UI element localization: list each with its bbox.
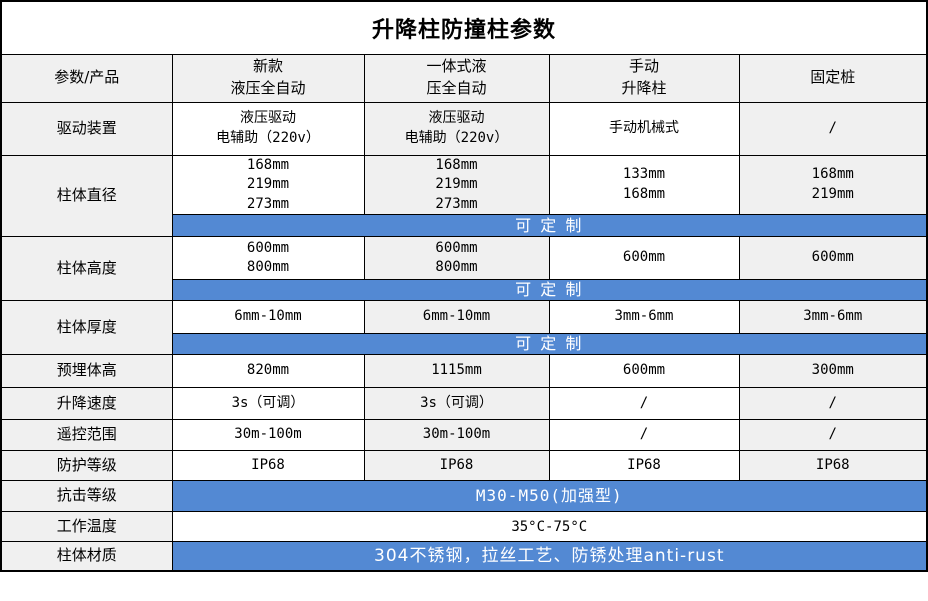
cell-speed-manual: / (548, 387, 740, 421)
cell-remote-integrated: 30m-100m (363, 419, 550, 452)
cell-drive-new: 液压驱动 电辅助（220v） (171, 101, 365, 156)
row-column-thickness: 柱体厚度 6mm-10mm 6mm-10mm 3mm-6mm 3mm-6mm (0, 300, 928, 356)
row-label-protection-rating: 防护等级 (0, 450, 173, 482)
row-label-working-temperature: 工作温度 (0, 511, 173, 543)
customizable-banner-height: 可 定 制 (171, 279, 928, 302)
cell-embedded-fixed: 300mm (738, 354, 928, 389)
row-lift-speed: 升降速度 3s（可调） 3s（可调） / / (0, 387, 928, 421)
cell-thickness-new: 6mm-10mm (171, 300, 365, 335)
row-label-column-diameter: 柱体直径 (0, 154, 173, 238)
row-label-impact-rating: 抗击等级 (0, 480, 173, 513)
row-drive-device: 驱动装置 液压驱动 电辅助（220v） 液压驱动 电辅助（220v） 手动机械式… (0, 101, 928, 156)
cell-thickness-manual: 3mm-6mm (548, 300, 740, 335)
cell-height-new: 600mm 800mm (171, 236, 365, 281)
cell-drive-manual: 手动机械式 (548, 101, 740, 156)
header-row: 参数/产品 新款 液压全自动 一体式液 压全自动 手动 升降柱 固定桩 (0, 53, 928, 103)
cell-remote-new: 30m-100m (171, 419, 365, 452)
row-working-temperature: 工作温度 35°C-75°C (0, 511, 928, 543)
row-column-diameter: 柱体直径 168mm 219mm 273mm 168mm 219mm 273mm… (0, 154, 928, 238)
cell-speed-integrated: 3s（可调） (363, 387, 550, 421)
cell-thickness-fixed: 3mm-6mm (738, 300, 928, 335)
impact-rating-banner: M30-M50(加强型) (171, 480, 928, 513)
column-header-params-product: 参数/产品 (0, 53, 173, 103)
cell-height-fixed: 600mm (738, 236, 928, 281)
cell-diameter-integrated: 168mm 219mm 273mm (363, 154, 550, 216)
material-banner: 304不锈钢，拉丝工艺、防锈处理anti-rust (171, 541, 928, 572)
cell-embedded-integrated: 1115mm (363, 354, 550, 389)
working-temperature-value: 35°C-75°C (171, 511, 928, 543)
cell-diameter-new: 168mm 219mm 273mm (171, 154, 365, 216)
cell-diameter-fixed: 168mm 219mm (738, 154, 928, 216)
row-label-column-height: 柱体高度 (0, 236, 173, 302)
row-label-lift-speed: 升降速度 (0, 387, 173, 421)
cell-embedded-new: 820mm (171, 354, 365, 389)
cell-speed-fixed: / (738, 387, 928, 421)
cell-drive-integrated: 液压驱动 电辅助（220v） (363, 101, 550, 156)
customizable-banner-thickness: 可 定 制 (171, 333, 928, 356)
page-title: 升降柱防撞柱参数 (0, 0, 928, 55)
cell-protection-new: IP68 (171, 450, 365, 482)
cell-height-integrated: 600mm 800mm (363, 236, 550, 281)
column-header-fixed-pile: 固定桩 (738, 53, 928, 103)
row-embedded-height: 预埋体高 820mm 1115mm 600mm 300mm (0, 354, 928, 389)
column-header-manual-bollard: 手动 升降柱 (548, 53, 740, 103)
row-protection-rating: 防护等级 IP68 IP68 IP68 IP68 (0, 450, 928, 482)
cell-diameter-manual: 133mm 168mm (548, 154, 740, 216)
cell-height-manual: 600mm (548, 236, 740, 281)
cell-protection-fixed: IP68 (738, 450, 928, 482)
customizable-banner-diameter: 可 定 制 (171, 214, 928, 238)
bollard-spec-table: 升降柱防撞柱参数 参数/产品 新款 液压全自动 一体式液 压全自动 手动 升降柱… (0, 0, 928, 572)
row-height-customizable: 可 定 制 (1, 279, 928, 302)
row-column-height: 柱体高度 600mm 800mm 600mm 800mm 600mm 600mm (0, 236, 928, 302)
row-diameter-customizable: 可 定 制 (1, 214, 928, 238)
row-label-column-material: 柱体材质 (0, 541, 173, 572)
row-column-material: 柱体材质 304不锈钢，拉丝工艺、防锈处理anti-rust (0, 541, 928, 572)
row-label-drive-device: 驱动装置 (0, 101, 173, 156)
row-label-column-thickness: 柱体厚度 (0, 300, 173, 356)
cell-remote-manual: / (548, 419, 740, 452)
cell-protection-manual: IP68 (548, 450, 740, 482)
cell-protection-integrated: IP68 (363, 450, 550, 482)
row-remote-range: 遥控范围 30m-100m 30m-100m / / (0, 419, 928, 452)
row-impact-rating: 抗击等级 M30-M50(加强型) (0, 480, 928, 513)
column-header-integrated-hydraulic-auto: 一体式液 压全自动 (363, 53, 550, 103)
cell-speed-new: 3s（可调） (171, 387, 365, 421)
row-label-remote-range: 遥控范围 (0, 419, 173, 452)
cell-thickness-integrated: 6mm-10mm (363, 300, 550, 335)
cell-remote-fixed: / (738, 419, 928, 452)
row-label-embedded-height: 预埋体高 (0, 354, 173, 389)
cell-embedded-manual: 600mm (548, 354, 740, 389)
column-header-new-hydraulic-auto: 新款 液压全自动 (171, 53, 365, 103)
cell-drive-fixed: / (738, 101, 928, 156)
title-row: 升降柱防撞柱参数 (0, 0, 928, 55)
